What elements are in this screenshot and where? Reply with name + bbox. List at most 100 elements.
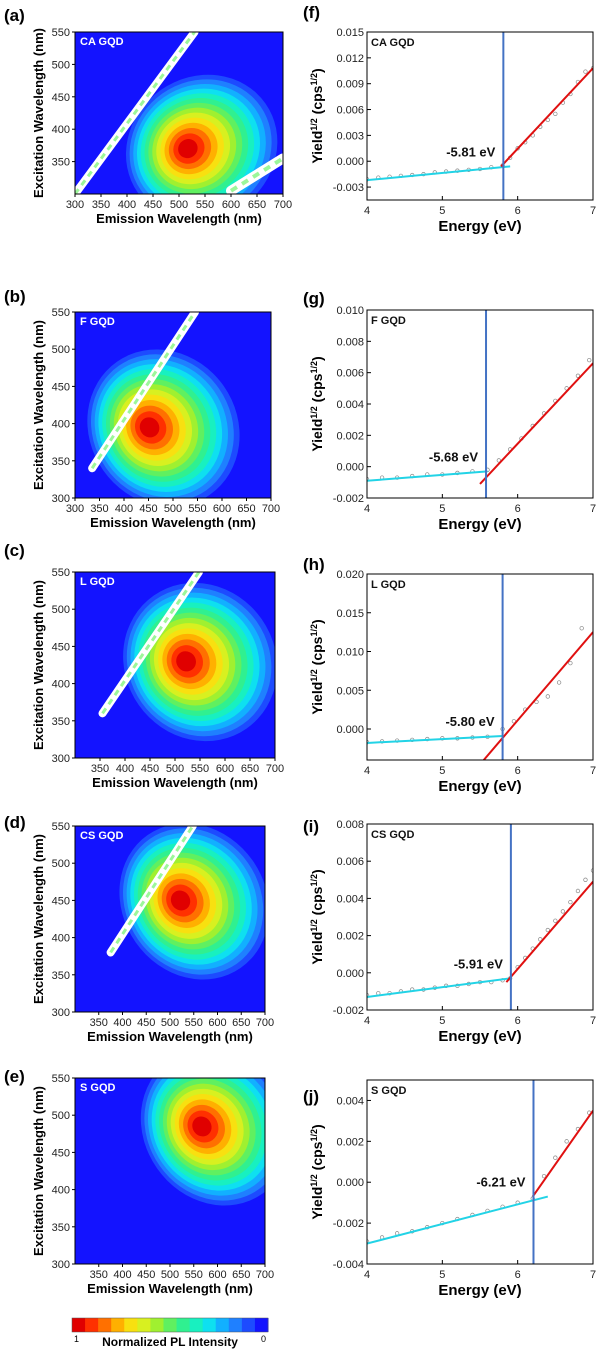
y-tick-label: 0.005 <box>336 685 364 697</box>
y-tick-label: 550 <box>52 567 70 579</box>
sample-label: F GQD <box>371 315 406 327</box>
sample-label: L GQD <box>371 579 406 591</box>
x-tick-label: 650 <box>248 199 266 211</box>
y-axis-title: Yield1/2 (cps1/2) <box>309 869 325 964</box>
y-axis-title-part: (cps <box>309 1141 325 1174</box>
onset-fit-line <box>500 67 593 168</box>
x-axis-title: Energy (eV) <box>438 1028 521 1045</box>
x-tick-label: 500 <box>161 1017 179 1029</box>
colorbar-swatch <box>111 1318 125 1332</box>
y-tick-label: 500 <box>52 858 70 870</box>
x-axis-title: Emission Wavelength (nm) <box>87 1281 253 1296</box>
y-axis-title-part: 1/2 <box>309 361 319 374</box>
y-tick-label: 0.012 <box>336 53 364 65</box>
y-tick-label: -0.002 <box>333 1218 364 1230</box>
y-axis-title-part: 1/2 <box>309 1174 319 1187</box>
colorbar-swatch <box>137 1318 151 1332</box>
colorbar-max-label: 1 <box>74 1334 79 1344</box>
photoemission-panel-f-gqd: F GQD -5.68 eV 4 5 6 7 -0.002 0.000 0.002 0.004 0.… <box>303 289 596 533</box>
x-axis-title: Emission Wavelength (nm) <box>92 775 258 790</box>
colorbar-swatch <box>176 1318 191 1332</box>
y-tick-label: 350 <box>52 1222 70 1234</box>
x-tick-label: 600 <box>222 199 240 211</box>
y-tick-label: 350 <box>52 970 70 982</box>
panel-letter: (h) <box>303 555 325 574</box>
y-axis-title: Excitation Wavelength (nm) <box>31 28 46 198</box>
y-tick-label: 450 <box>52 381 70 393</box>
data-point <box>553 1155 558 1160</box>
y-tick-label: 400 <box>52 1185 70 1197</box>
x-tick-label: 7 <box>590 1015 596 1027</box>
panel-letter: (g) <box>303 289 325 308</box>
y-tick-label: 400 <box>52 933 70 945</box>
x-axis-title: Emission Wavelength (nm) <box>87 1029 253 1044</box>
y-axis-title-part: 1/2 <box>309 118 319 131</box>
second-order-scatter-core <box>229 156 283 193</box>
y-tick-label: 300 <box>52 753 70 765</box>
x-tick-label: 650 <box>232 1269 250 1281</box>
colorbar-swatch <box>228 1318 243 1332</box>
x-tick-label: 6 <box>515 765 521 777</box>
x-tick-label: 5 <box>439 205 445 217</box>
x-axis-title: Emission Wavelength (nm) <box>96 211 262 226</box>
y-tick-label: 400 <box>52 679 70 691</box>
heatmap-panel-l-gqd: L GQD 350 400 450 500 550 600 650 700 300 350 400 45… <box>4 541 284 790</box>
colorbar-frame <box>71 1317 269 1333</box>
contour-level-14 <box>139 417 160 438</box>
y-tick-label: 0.000 <box>336 968 364 980</box>
x-tick-label: 600 <box>208 1017 226 1029</box>
x-tick-label: 550 <box>185 1269 203 1281</box>
x-tick-label: 350 <box>91 763 109 775</box>
y-tick-label: 500 <box>52 1110 70 1122</box>
y-tick-label: -0.002 <box>333 1005 364 1017</box>
y-axis-title-part: ) <box>309 68 325 73</box>
x-tick-label: 6 <box>515 205 521 217</box>
x-tick-label: 300 <box>66 503 84 515</box>
y-tick-label: -0.004 <box>333 1259 364 1271</box>
y-axis-title-part: ) <box>309 1124 325 1129</box>
colorbar-swatch <box>189 1318 204 1332</box>
y-axis-title-part: 1/2 <box>309 624 319 637</box>
x-tick-label: 6 <box>515 503 521 515</box>
colorbar-swatch <box>215 1318 230 1332</box>
y-axis-title-part: (cps <box>309 373 325 406</box>
rayleigh-scatter-band <box>98 572 203 718</box>
y-tick-label: 0.006 <box>336 856 364 868</box>
rayleigh-scatter-core <box>75 32 196 194</box>
y-axis-title: Yield1/2 (cps1/2) <box>309 356 325 451</box>
threshold-value-label: -5.81 eV <box>446 144 495 159</box>
y-axis-title-part: 1/2 <box>309 874 319 887</box>
x-tick-label: 700 <box>262 503 280 515</box>
data-point <box>575 373 581 378</box>
data-point <box>583 69 588 74</box>
photoemission-panel-ca-gqd: CA GQD -5.81 eV 4 5 6 7 -0.003 0.000 0.003 0.006 0… <box>303 3 596 235</box>
rayleigh-scatter-core <box>109 826 195 954</box>
x-tick-label: 500 <box>164 503 182 515</box>
colorbar-title: Normalized PL Intensity <box>102 1335 238 1349</box>
data-point <box>587 357 592 363</box>
panel-letter: (c) <box>4 541 25 560</box>
y-axis-title-part: Yield <box>309 419 325 452</box>
x-tick-label: 550 <box>191 763 209 775</box>
x-tick-label: 450 <box>141 763 159 775</box>
y-axis-title-part: Yield <box>309 932 325 965</box>
y-tick-label: 0.000 <box>336 724 364 736</box>
x-tick-label: 650 <box>241 763 259 775</box>
heatmap-panel-f-gqd: F GQD 300 350 400 450 500 550 600 650 700 300 350 40… <box>4 287 280 530</box>
onset-fit-line <box>505 881 593 983</box>
baseline-fit-line <box>367 734 503 744</box>
x-tick-label: 550 <box>185 1017 203 1029</box>
y-tick-label: 0.008 <box>336 336 364 348</box>
x-tick-label: 4 <box>364 765 370 777</box>
x-tick-label: 700 <box>266 763 284 775</box>
x-tick-label: 600 <box>213 503 231 515</box>
data-point <box>590 66 593 71</box>
x-tick-label: 400 <box>116 763 134 775</box>
y-axis-title-part: 1/2 <box>309 73 319 86</box>
plot-frame <box>366 309 594 499</box>
y-tick-label: 550 <box>52 821 70 833</box>
y-tick-label: 0.020 <box>336 569 364 581</box>
y-tick-label: 350 <box>52 716 70 728</box>
x-tick-label: 5 <box>439 1015 445 1027</box>
